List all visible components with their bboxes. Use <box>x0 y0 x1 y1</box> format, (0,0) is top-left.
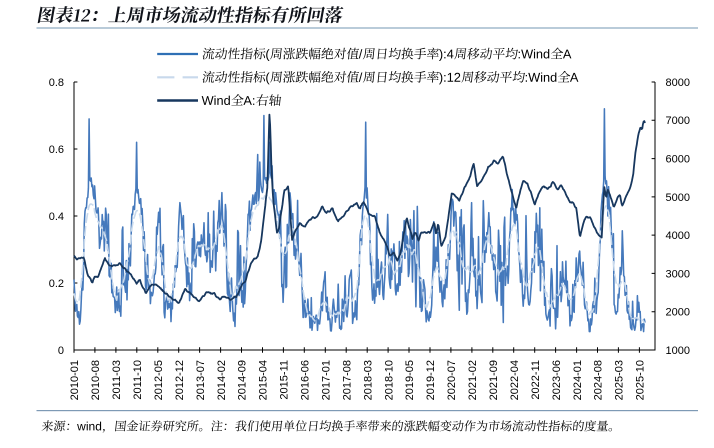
svg-text:2018-10: 2018-10 <box>383 360 395 400</box>
svg-text:0.6: 0.6 <box>49 144 64 156</box>
svg-text:2012-12: 2012-12 <box>174 360 186 400</box>
svg-text:6000: 6000 <box>666 154 690 166</box>
svg-text:2015-04: 2015-04 <box>258 360 270 400</box>
svg-text:2017-01: 2017-01 <box>321 360 333 400</box>
svg-text:8000: 8000 <box>666 77 690 89</box>
svg-text:2012-05: 2012-05 <box>153 360 165 400</box>
svg-text:2022-04: 2022-04 <box>509 360 521 400</box>
svg-text:0.2: 0.2 <box>49 278 64 290</box>
svg-text:2010-08: 2010-08 <box>90 360 102 400</box>
svg-text:2011-03: 2011-03 <box>111 360 123 400</box>
svg-text:2021-02: 2021-02 <box>467 360 479 400</box>
svg-text:2025-10: 2025-10 <box>635 360 647 400</box>
svg-text:2022-11: 2022-11 <box>530 360 542 400</box>
svg-text:0.4: 0.4 <box>49 211 64 223</box>
svg-text:7000: 7000 <box>666 115 690 127</box>
svg-text:2020-07: 2020-07 <box>446 360 458 400</box>
svg-text:5000: 5000 <box>666 192 690 204</box>
svg-text:2019-05: 2019-05 <box>404 360 416 400</box>
svg-text:2011-10: 2011-10 <box>132 360 144 400</box>
svg-text:2023-06: 2023-06 <box>551 360 563 400</box>
svg-text:2014-02: 2014-02 <box>216 360 228 400</box>
svg-text:2010-01: 2010-01 <box>69 360 81 400</box>
svg-text:2018-03: 2018-03 <box>362 360 374 400</box>
svg-text:2013-07: 2013-07 <box>195 360 207 400</box>
svg-text:2014-09: 2014-09 <box>237 360 249 400</box>
svg-text:2021-09: 2021-09 <box>488 360 500 400</box>
svg-text:3000: 3000 <box>666 268 690 280</box>
svg-text:2000: 2000 <box>666 307 690 319</box>
svg-text:1000: 1000 <box>666 345 690 357</box>
svg-text:0: 0 <box>58 345 64 357</box>
svg-text:0.8: 0.8 <box>49 77 64 89</box>
svg-text:2024-01: 2024-01 <box>572 360 584 400</box>
svg-text:2019-12: 2019-12 <box>425 360 437 400</box>
svg-text:2016-06: 2016-06 <box>300 360 312 400</box>
svg-text:2015-11: 2015-11 <box>279 360 291 400</box>
svg-text:2024-08: 2024-08 <box>593 360 605 400</box>
svg-text:4000: 4000 <box>666 230 690 242</box>
svg-text:2025-03: 2025-03 <box>614 360 626 400</box>
svg-text:2017-08: 2017-08 <box>341 360 353 400</box>
